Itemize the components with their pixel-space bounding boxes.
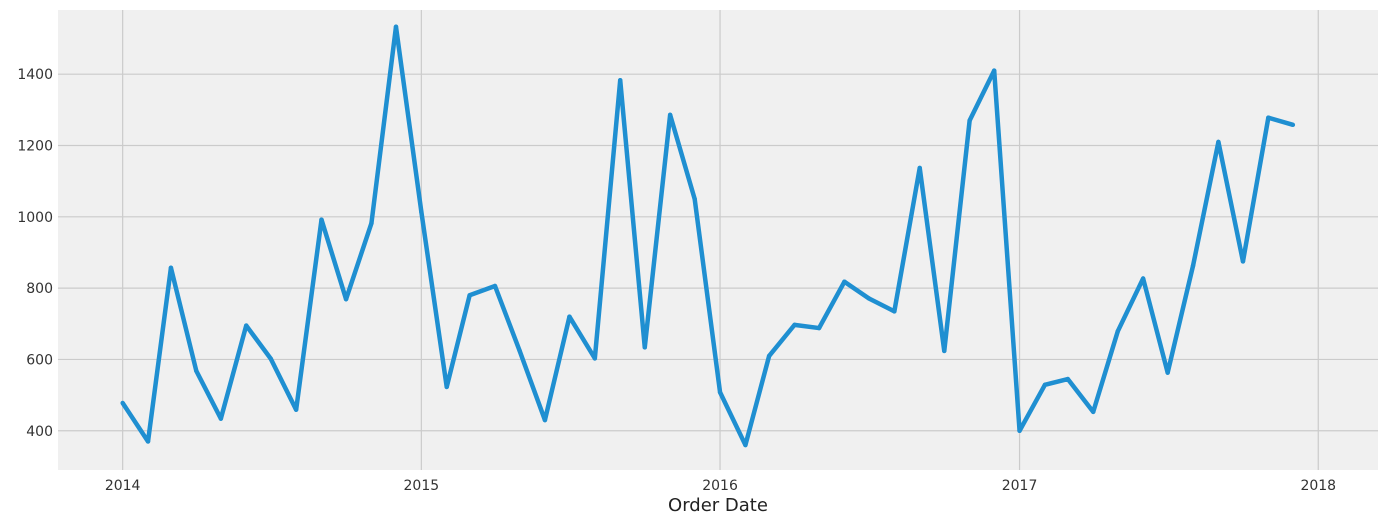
data-point — [268, 356, 273, 361]
data-point — [816, 325, 822, 331]
data-point — [592, 356, 598, 361]
data-point — [168, 265, 174, 271]
data-point — [542, 417, 548, 423]
data-point — [1216, 139, 1221, 145]
series-line — [120, 24, 1294, 448]
y-tick-label: 1200 — [17, 139, 53, 155]
data-point — [717, 390, 723, 395]
data-point — [766, 353, 772, 359]
x-tick-label: 2015 — [404, 478, 440, 494]
x-tick-label: 2017 — [1002, 478, 1038, 494]
data-point — [492, 283, 498, 289]
series-group — [120, 24, 1296, 448]
data-point — [419, 209, 424, 215]
data-point — [942, 348, 947, 354]
x-tick-labels: 2014 2015 2016 2017 2018 — [105, 478, 1336, 494]
data-point — [369, 221, 374, 226]
data-point — [1266, 115, 1271, 120]
y-tick-label: 400 — [26, 424, 53, 440]
data-point — [1140, 276, 1146, 281]
y-tick-label: 600 — [26, 352, 53, 368]
data-point — [618, 78, 623, 83]
data-point — [842, 279, 847, 284]
data-point — [244, 323, 249, 328]
data-point — [1065, 376, 1071, 382]
y-tick-label: 1000 — [17, 210, 53, 226]
data-point — [991, 68, 997, 73]
data-point — [667, 112, 673, 118]
data-point — [194, 368, 199, 374]
x-tick-label: 2014 — [105, 478, 141, 494]
y-tick-label: 800 — [26, 281, 53, 297]
data-point — [467, 293, 472, 298]
data-point — [1017, 428, 1022, 433]
data-point — [1165, 370, 1170, 375]
data-point — [1290, 122, 1296, 128]
x-tick-label: 2018 — [1300, 478, 1336, 494]
data-point — [917, 165, 922, 171]
data-point — [692, 196, 697, 202]
data-point — [393, 24, 399, 29]
x-tick-label: 2016 — [702, 478, 738, 494]
data-point — [743, 442, 748, 448]
data-point — [1240, 259, 1246, 264]
data-point — [343, 296, 349, 302]
data-point — [792, 322, 797, 328]
y-tick-labels: 400 600 800 1000 1200 1400 — [17, 67, 53, 440]
data-point — [1091, 409, 1096, 415]
data-point — [319, 217, 324, 222]
data-point — [517, 348, 522, 353]
data-point — [1115, 329, 1120, 334]
plot-area — [58, 10, 1378, 470]
data-point — [218, 416, 224, 421]
x-gridlines — [122, 10, 1319, 470]
y-tick-label: 1400 — [17, 67, 53, 83]
data-point — [145, 439, 151, 444]
data-point — [444, 384, 449, 390]
data-point — [967, 118, 972, 123]
data-point — [866, 296, 872, 301]
x-axis-label: Order Date — [668, 495, 768, 516]
data-point — [293, 407, 299, 412]
data-point — [892, 309, 897, 314]
data-point — [567, 314, 572, 319]
data-point — [642, 345, 647, 350]
data-point — [120, 400, 125, 406]
data-point — [1042, 382, 1048, 387]
data-point — [1190, 263, 1196, 268]
